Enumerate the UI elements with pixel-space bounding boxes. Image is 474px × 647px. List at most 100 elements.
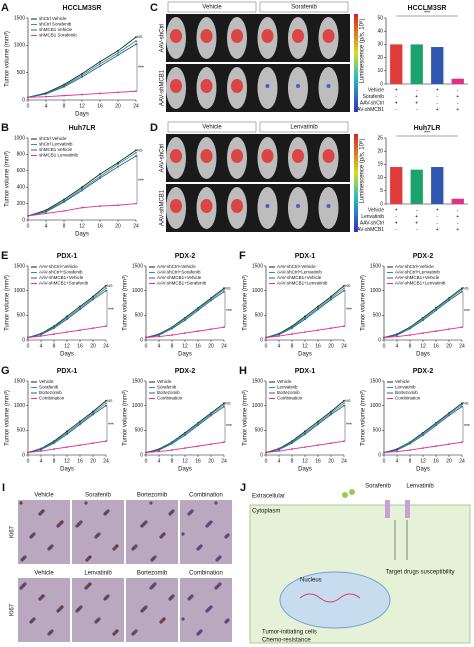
row-label: Ki67 — [10, 603, 16, 616]
legend-label: Vehicle — [277, 379, 292, 384]
signal — [200, 199, 213, 213]
nucleus-dot — [218, 555, 222, 559]
legend-label: AAV-shMCB1+Sorafenib — [39, 281, 89, 286]
point — [158, 449, 160, 451]
nucleus — [279, 571, 391, 629]
annotation: *** — [424, 130, 430, 136]
point — [422, 434, 424, 437]
point — [66, 315, 68, 318]
point — [105, 399, 107, 402]
x-axis-label: Days — [60, 352, 74, 358]
point — [79, 308, 81, 311]
annotation: NS — [463, 400, 469, 405]
panel-letter: F — [239, 250, 246, 262]
x-tick-label: 24 — [133, 103, 139, 109]
x-tick-label: 12 — [302, 458, 308, 464]
nucleus-dot — [60, 605, 64, 609]
y-tick-label: 0 — [378, 337, 381, 343]
point — [317, 422, 319, 424]
x-tick-label: 16 — [315, 458, 321, 464]
title: Huh7LR — [69, 125, 96, 132]
column-label: Combination — [189, 571, 223, 577]
bar — [431, 167, 444, 204]
point — [135, 155, 137, 157]
title: PDX-2 — [413, 368, 434, 375]
condition-sign: - — [436, 94, 438, 100]
x-axis-label: Days — [178, 352, 192, 358]
y-axis-label: Tumor volume (mm³) — [243, 275, 249, 331]
x-tick-label: 12 — [302, 343, 308, 349]
point — [422, 332, 424, 334]
y-tick-label: 800 — [17, 152, 26, 158]
point — [317, 307, 319, 309]
point — [99, 92, 101, 95]
legend-label: AAV-shCtrl+Lenvatinib — [395, 270, 440, 275]
legend-label: AAV-shMCB1+Vehicle — [277, 275, 322, 280]
point — [197, 445, 199, 448]
point — [197, 308, 199, 310]
point — [117, 54, 119, 57]
point — [105, 284, 107, 287]
point — [79, 444, 81, 447]
annotation: NS — [225, 285, 231, 290]
cytoplasm-label: Cytoplasm — [252, 509, 280, 515]
y-tick-label: 20 — [377, 149, 383, 155]
x-tick-label: 12 — [182, 458, 188, 464]
legend-label: shMCB1 Sorafenib — [39, 33, 77, 38]
point — [79, 307, 81, 309]
nucleus-dot — [214, 501, 218, 505]
x-tick-label: 16 — [77, 343, 83, 349]
y-tick-label: 500 — [135, 313, 144, 319]
legend-label: shMCB1 Vehicle — [39, 147, 73, 152]
tissue-image — [72, 500, 124, 564]
point — [81, 206, 83, 209]
point — [99, 65, 101, 68]
point — [81, 189, 83, 192]
point — [81, 76, 83, 78]
dna — [299, 593, 361, 603]
y-tick-label: 0 — [378, 452, 381, 458]
point — [396, 335, 398, 338]
y-axis-label: Luminescence (p/s, 10⁸) — [359, 19, 366, 84]
nucleus-dot — [19, 501, 23, 505]
title: PDX-2 — [175, 253, 196, 260]
x-tick-label: 8 — [409, 458, 412, 464]
nucleus-dot — [153, 582, 157, 586]
condition-label: AAV-shCtrl — [360, 220, 384, 226]
condition-sign: - — [457, 87, 459, 93]
y-tick-label: 200 — [17, 201, 26, 207]
point — [63, 210, 65, 212]
signal — [170, 199, 182, 213]
condition-sign: + — [456, 107, 459, 113]
nucleus-dot — [162, 617, 166, 621]
legend-label: AAV-shCtrl+Lenvatinib — [277, 270, 322, 275]
point — [330, 413, 332, 416]
legend-label: AAV-shCtrl+Sorafenib — [157, 270, 201, 275]
x-tick-label: 0 — [383, 458, 386, 464]
condition-sign: + — [456, 227, 459, 233]
x-tick-label: 16 — [195, 458, 201, 464]
nucleus-dot — [162, 532, 166, 536]
point — [135, 151, 137, 154]
panel-letter: H — [239, 365, 247, 377]
arrow — [394, 520, 408, 560]
title: PDX-1 — [295, 253, 316, 260]
point — [317, 420, 319, 423]
condition-sign: + — [395, 220, 398, 226]
legend-label: shCtrl Lenvatinib — [39, 142, 73, 147]
signal — [292, 29, 304, 43]
point — [343, 325, 345, 328]
point — [448, 414, 450, 417]
y-axis-label: Tumor volume (mm³) — [5, 31, 11, 87]
point — [92, 327, 94, 330]
condition-sign: + — [415, 214, 418, 220]
legend-label: Vehicle — [395, 379, 410, 384]
x-tick-label: 24 — [133, 223, 139, 229]
condition-sign: + — [395, 87, 398, 93]
point — [343, 404, 345, 407]
x-tick-label: 0 — [27, 343, 30, 349]
receptor — [385, 500, 390, 518]
signal — [292, 149, 304, 163]
condition-label: Lenvatinib — [361, 214, 384, 220]
point — [79, 329, 81, 332]
